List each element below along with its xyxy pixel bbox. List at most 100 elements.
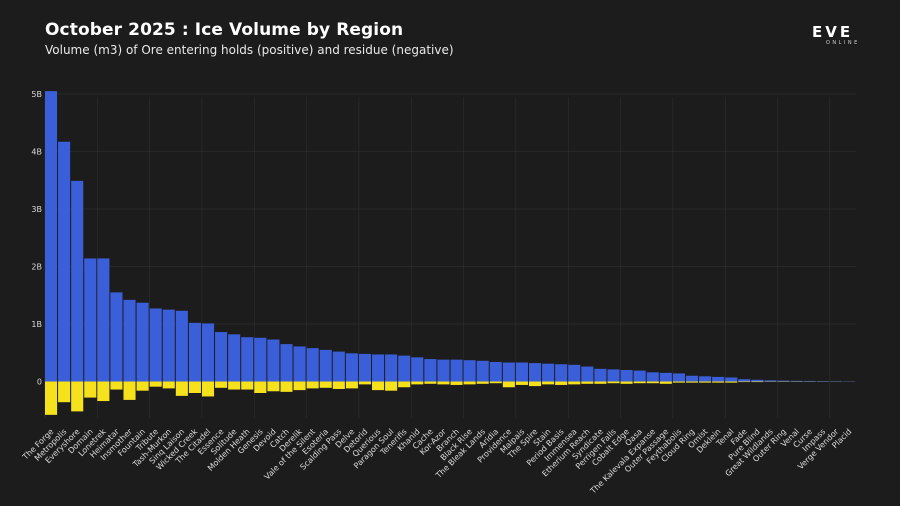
bar-negative [306,381,319,389]
bar-negative [398,381,411,388]
bar-positive [476,360,489,382]
bar-negative [659,381,672,384]
eve-online-logo: EVE ONLINE [812,24,866,50]
bar-negative [372,381,385,391]
bar-positive [45,91,58,382]
logo-main-text: EVE [812,23,854,41]
bar-positive [685,375,699,382]
bar-positive [228,334,241,382]
bar-negative [699,381,712,383]
bar-negative [201,381,215,397]
bar-negative [215,381,228,388]
chart-subtitle: Volume (m3) of Ore entering holds (posit… [45,43,454,57]
bar-negative [450,381,463,385]
bar-positive [712,376,725,382]
bar-negative [685,381,699,383]
bar-positive [398,355,411,382]
bar-negative [411,381,424,385]
bar-positive [215,332,228,382]
bar-negative [738,381,751,383]
bar-positive [162,309,175,382]
bar-positive [542,363,555,382]
bar-negative [385,381,398,391]
bar-negative [424,381,437,384]
bar-negative [620,381,633,384]
bar-negative [110,381,123,390]
bar-negative [228,381,241,390]
bar-negative [254,381,267,393]
bar-negative [188,381,201,393]
bar-positive [568,364,581,382]
bar-negative [319,381,332,388]
bar-positive [450,359,463,382]
bar-negative [97,381,110,402]
bar-negative [136,381,149,391]
bar-negative [332,381,345,389]
bar-negative [293,381,306,391]
bar-positive [790,380,803,382]
bar-positive [777,380,790,382]
bar-negative [123,381,136,400]
bar-positive [241,337,254,382]
bar-negative [358,381,372,385]
bar-positive [528,363,542,382]
bar-positive [97,258,110,382]
y-tick-label: 4B [31,148,42,157]
bar-positive [306,348,319,382]
bar-negative [542,381,555,385]
bar-positive [699,376,712,382]
bar-positive [123,299,136,382]
bar-positive [489,361,502,382]
bar-negative [267,381,280,392]
bar-positive [280,344,293,382]
y-tick-label: 3B [31,205,42,214]
bar-positive [136,302,149,382]
bar-positive [188,322,201,382]
bar-negative [58,381,71,403]
bar-negative [45,381,58,415]
bar-positive [659,372,672,382]
bar-negative [751,381,764,383]
bar-positive [594,368,607,382]
bar-positive [201,323,215,382]
bar-positive [607,369,620,382]
y-tick-label: 2B [31,263,42,272]
bar-negative [712,381,725,383]
bar-negative [84,381,97,398]
y-tick-label: 1B [31,320,42,329]
bar-negative [725,381,738,383]
bar-positive [764,380,777,382]
bar-positive [738,379,751,382]
bar-negative [581,381,594,384]
bar-positive [515,362,528,382]
bar-negative [646,381,659,384]
y-tick-label: 5B [31,90,42,99]
bar-negative [149,381,162,387]
bar-positive [293,346,306,382]
bar-positive [633,370,646,382]
y-tick-label: 0 [37,378,42,387]
bar-negative [594,381,607,384]
bar-negative [280,381,293,392]
bar-positive [319,349,332,382]
bar-negative [489,381,502,384]
bar-negative [568,381,581,385]
bar-positive [463,360,476,382]
bar-negative [241,381,254,390]
bar-negative [672,381,685,383]
bar-positive [620,370,633,382]
bar-positive [267,339,280,382]
bar-positive [332,351,345,382]
bar-negative [162,381,175,389]
bar-negative [633,381,646,384]
bar-positive [372,354,385,382]
bar-negative [437,381,450,385]
bar-positive [725,377,738,382]
bar-positive [110,292,123,382]
bar-positive [803,380,816,382]
bar-positive [555,364,568,382]
bar-positive [751,379,764,382]
bar-negative [71,381,84,412]
bar-negative [528,381,542,387]
